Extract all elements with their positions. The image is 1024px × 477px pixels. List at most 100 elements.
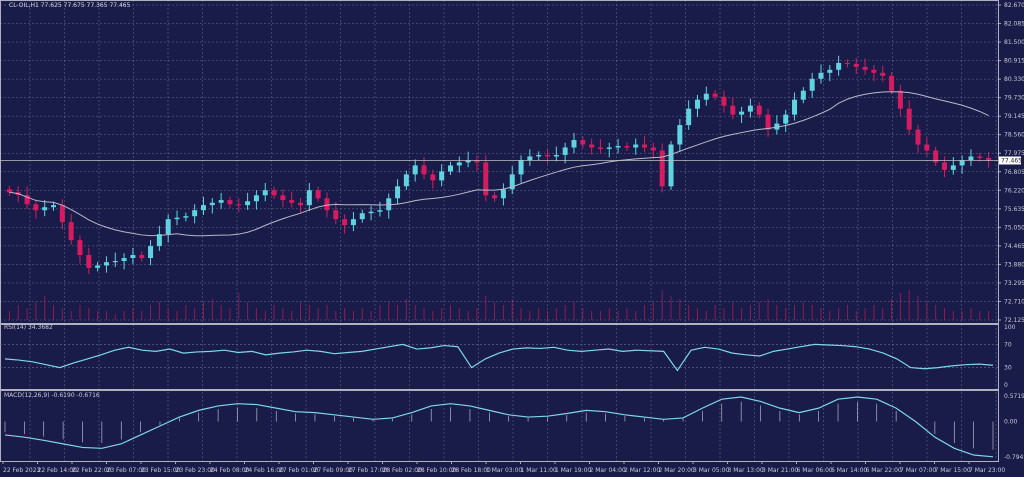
x-tick-label: 2 Mar 20:00 [659,467,695,474]
candle-body [986,157,992,161]
y-tick-label: 76.220 [1004,187,1024,194]
candle-body [642,144,648,148]
x-tick-label: 7 Mar 07:00 [900,467,936,474]
volume-bar [114,314,116,320]
volume-bar [899,293,901,320]
pane-separator [0,323,998,325]
x-tick-label: 6 Mar 22:00 [866,467,902,474]
volume-bar [520,308,522,320]
volume-bar [379,305,381,320]
candle-body [68,222,74,241]
volume-bar [802,302,804,320]
volume-bar [229,308,231,320]
volume-bar [370,311,372,320]
volume-bar [176,311,178,320]
candle-body [871,69,877,73]
candle-body [324,198,330,211]
volume-bar [441,308,443,320]
candle-body [271,190,277,196]
candle-body [421,165,427,175]
volume-bar [44,296,46,320]
candle-body [165,219,171,235]
candle-body [765,114,771,130]
candle-body [200,205,206,211]
x-tick-label: 1 Mar 11:00 [521,467,557,474]
x-tick-label: 3 Mar 21:00 [762,467,798,474]
candle-body [783,114,789,124]
volume-bar [97,311,99,320]
volume-bar [785,308,787,320]
candle-body [527,156,533,161]
chart-title: CL-OIL,H1 77.625 77.675 77.365 77.465 [9,2,131,9]
candle-body [659,150,665,187]
candle-body [553,154,559,157]
candle-body [412,165,418,175]
y-tick-label: 82.670 [1004,2,1024,9]
volume-bar [61,308,63,320]
volume-bar [361,308,363,320]
rsi-tick-label: 70 [1004,341,1012,348]
candle-body [306,190,312,206]
x-tick-label: 27 Feb 17:00 [348,467,388,474]
macd-tick-label: 0.00 [1004,419,1018,426]
candle-body [192,210,198,217]
volume-bar [599,311,601,320]
candle-body [844,62,850,64]
volume-bar [820,308,822,320]
volume-bar [414,305,416,320]
x-tick-label: 6 Mar 06:00 [797,467,833,474]
volume-bar [211,299,213,320]
candle-body [289,200,295,203]
volume-bar [8,311,10,320]
volume-bar [696,308,698,320]
x-tick-label: 22 Feb 14:00 [38,467,78,474]
x-tick-label: 28 Feb 10:00 [417,467,457,474]
candle-body [818,72,824,79]
x-tick-label: 27 Feb 09:00 [314,467,354,474]
candle-body [889,75,895,91]
volume-bar [423,308,425,320]
current-price-label: 77.465 [1001,157,1022,164]
volume-bar [264,311,266,320]
candle-body [492,195,498,199]
current-price-badge [999,156,1021,165]
candle-body [333,210,339,220]
volume-bar [741,308,743,320]
pane-separator [0,389,998,391]
volume-bar [652,302,654,320]
y-tick-label: 75.050 [1004,224,1024,231]
y-tick-label: 74.465 [1004,243,1024,250]
candle-body [359,213,365,220]
volume-bar [926,302,928,320]
volume-bar [582,308,584,320]
rsi-tick-label: 30 [1004,365,1012,372]
candle-body [853,63,859,67]
volume-bar [573,302,575,320]
volume-bar [494,302,496,320]
x-tick-label: 24 Feb 16:00 [245,467,285,474]
candle-body [262,190,268,196]
volume-bar [846,305,848,320]
volume-bar [273,305,275,320]
candle-body [774,123,780,130]
y-tick-label: 79.730 [1004,95,1024,102]
volume-bar [767,299,769,320]
x-tick-label: 23 Feb 15:00 [141,467,181,474]
volume-bar [591,311,593,320]
volume-bar [79,305,81,320]
volume-bar [661,290,663,320]
candle-body [139,255,145,259]
rsi-tick-label: 100 [1004,324,1016,331]
volume-bar [529,311,531,320]
volume-bar [873,305,875,320]
candle-body [156,234,162,247]
macd-line [4,396,994,458]
volume-bar [458,308,460,320]
y-tick-label: 80.330 [1004,76,1024,83]
x-tick-label: 3 Mar 05:00 [693,467,729,474]
candle-body [236,204,242,206]
candle-body [668,144,674,187]
y-tick-label: 72.125 [1004,317,1024,324]
volume-bar [970,308,972,320]
candle-body [474,160,480,163]
